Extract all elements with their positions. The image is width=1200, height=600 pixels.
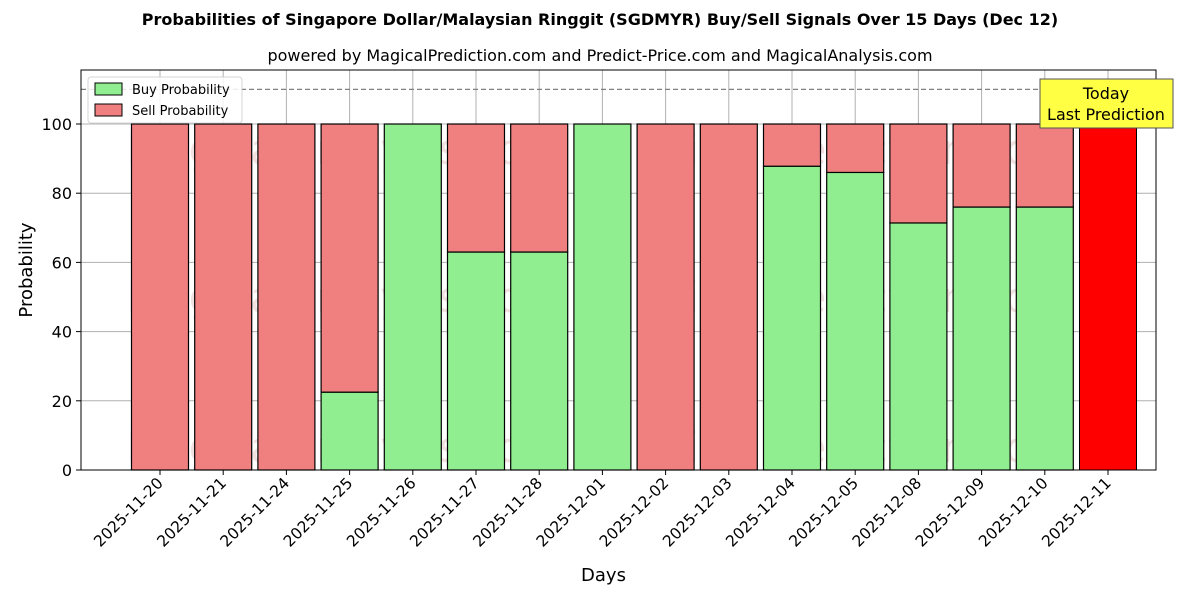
bar-sell [762,123,822,167]
bar-buy [889,222,948,471]
legend-label-buy: Buy Probability [132,83,230,98]
bar-sell [194,123,253,471]
bar-sell [826,123,885,174]
bar-sell [130,123,190,471]
bar-sell [699,123,758,471]
today-annotation-line1: Today [1082,84,1129,103]
bar-buy [573,123,632,471]
bar-today [1079,123,1137,471]
x-axis-label: Days [581,565,626,586]
bar-sell [320,123,379,393]
bar-buy [446,251,506,471]
bar-sell [510,123,569,253]
bar-sell [257,123,316,471]
bar-buy [952,206,1011,471]
today-annotation-box [1039,78,1174,129]
bar-sell [636,123,695,471]
axes-frame [80,69,1157,471]
bar-sell [446,123,506,253]
legend-box [87,76,243,124]
legend-swatch-sell [94,103,123,117]
bar-sell [1015,123,1074,208]
bar-buy [1015,206,1074,471]
bar-buy [762,165,822,471]
bar-buy [320,391,379,471]
legend-swatch-buy [94,82,123,96]
bar-buy [510,251,569,471]
bar-buy [826,171,885,471]
bar-sell [952,123,1011,208]
bar-buy [383,123,442,471]
chart-subtitle: powered by MagicalPrediction.com and Pre… [267,46,933,65]
bar-sell [889,123,948,224]
today-annotation-line2: Last Prediction [1047,105,1165,124]
y-tick-label: 60 [52,253,72,272]
y-tick-label: 40 [52,323,72,342]
y-axis-label: Probability [16,222,37,317]
legend-label-sell: Sell Probability [132,104,229,119]
y-tick-label: 80 [52,184,72,203]
y-tick-label: 100 [41,115,72,134]
y-tick-label: 0 [62,461,72,480]
y-tick-label: 20 [52,392,72,411]
chart-title: Probabilities of Singapore Dollar/Malays… [141,10,1059,29]
